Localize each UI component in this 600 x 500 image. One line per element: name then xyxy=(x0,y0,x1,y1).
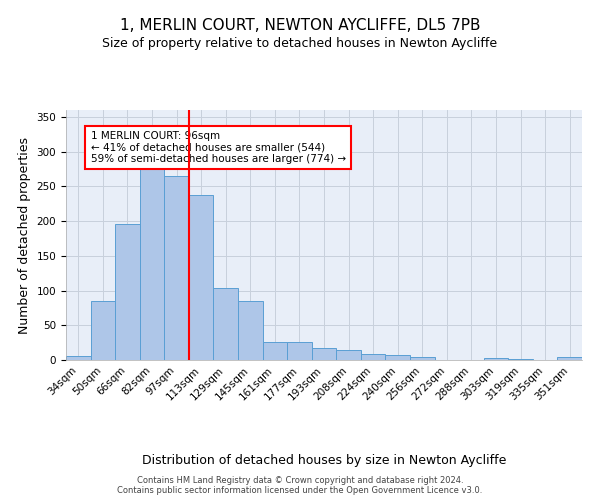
Bar xyxy=(164,176,189,360)
Text: Size of property relative to detached houses in Newton Aycliffe: Size of property relative to detached ho… xyxy=(103,38,497,51)
Bar xyxy=(189,196,214,360)
Text: 1, MERLIN COURT, NEWTON AYCLIFFE, DL5 7PB: 1, MERLIN COURT, NEWTON AYCLIFFE, DL5 7P… xyxy=(120,18,480,32)
Bar xyxy=(91,301,115,360)
Text: Contains HM Land Registry data © Crown copyright and database right 2024.
Contai: Contains HM Land Registry data © Crown c… xyxy=(118,476,482,495)
Bar xyxy=(312,348,336,360)
Bar xyxy=(508,358,533,360)
Bar xyxy=(361,354,385,360)
Bar xyxy=(263,342,287,360)
Bar xyxy=(484,358,508,360)
Bar xyxy=(238,301,263,360)
Y-axis label: Number of detached properties: Number of detached properties xyxy=(18,136,31,334)
Bar xyxy=(385,355,410,360)
Bar xyxy=(140,169,164,360)
Bar xyxy=(66,356,91,360)
X-axis label: Distribution of detached houses by size in Newton Aycliffe: Distribution of detached houses by size … xyxy=(142,454,506,468)
Bar xyxy=(115,224,140,360)
Bar xyxy=(410,357,434,360)
Bar xyxy=(336,350,361,360)
Bar xyxy=(287,342,312,360)
Bar xyxy=(557,357,582,360)
Bar xyxy=(214,288,238,360)
Text: 1 MERLIN COURT: 96sqm
← 41% of detached houses are smaller (544)
59% of semi-det: 1 MERLIN COURT: 96sqm ← 41% of detached … xyxy=(91,131,346,164)
